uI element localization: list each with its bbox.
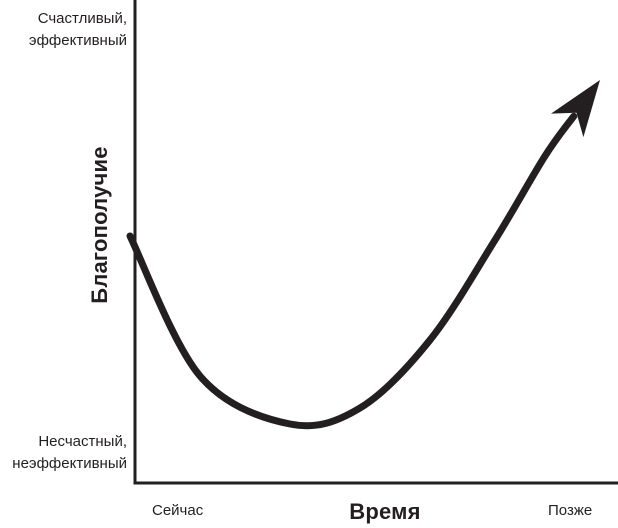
y-axis-title-text: Благополучие (87, 146, 112, 304)
x-tick-label-later: Позже (548, 502, 593, 519)
y-tick-label-top-line1: Счастливый, (37, 10, 127, 27)
y-tick-label-bottom-line1: Несчастный, (38, 433, 127, 450)
wellbeing-curve (126, 112, 578, 430)
x-axis-title: Время (349, 499, 421, 524)
y-tick-label-top-line2: эффективный (28, 32, 127, 49)
arrowhead-icon (551, 80, 600, 138)
y-tick-label-bottom: Несчастный, неэффективный (12, 431, 127, 475)
y-tick-label-top: Счастливый, эффективный (29, 8, 127, 52)
x-tick-label-now: Сейчас (152, 502, 204, 519)
y-tick-label-bottom-line2: неэффективный (12, 455, 127, 472)
